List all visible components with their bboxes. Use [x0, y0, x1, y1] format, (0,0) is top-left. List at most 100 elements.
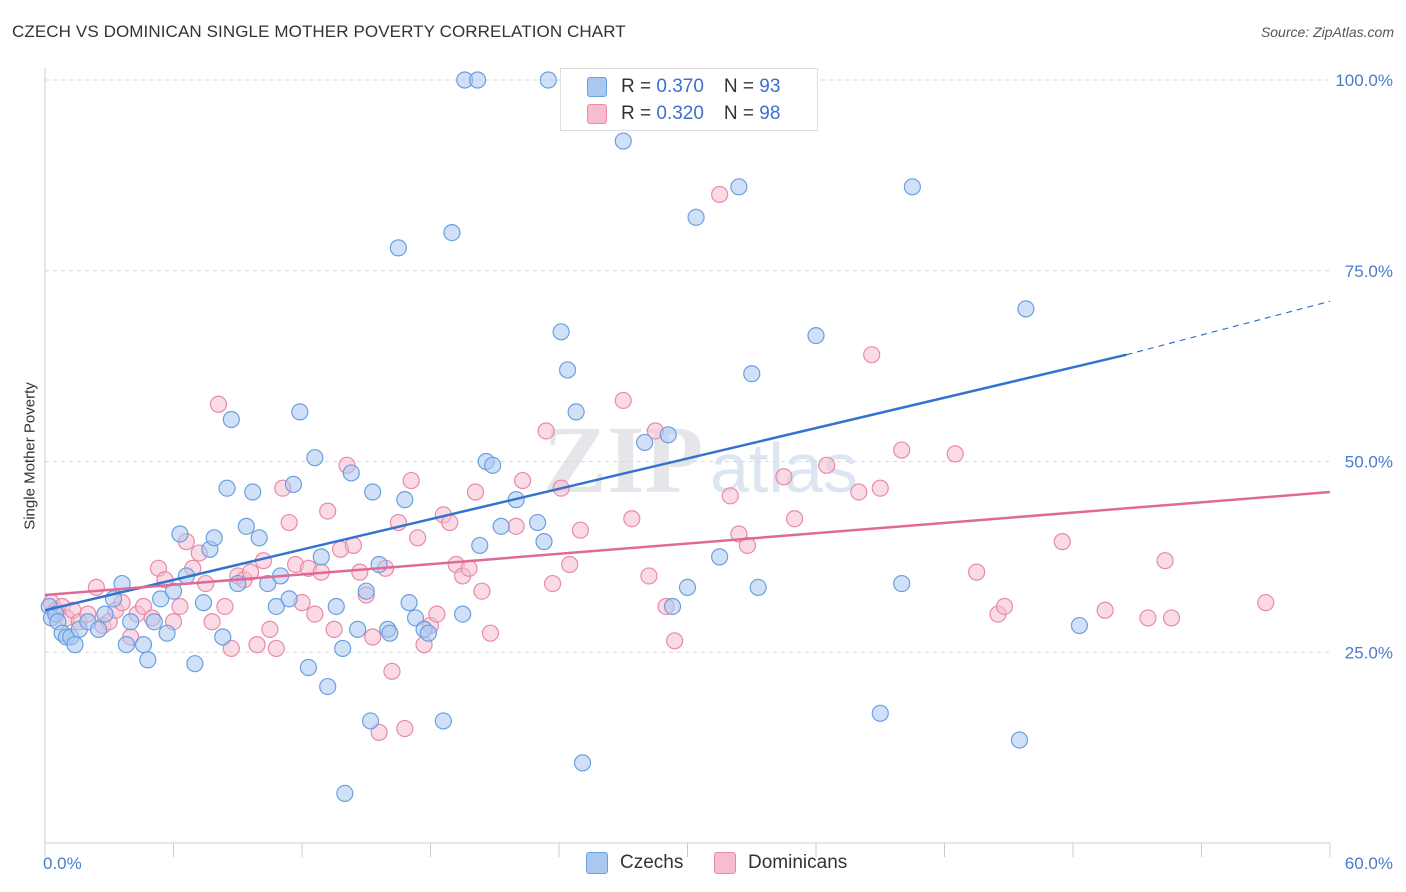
axes [44, 68, 1331, 857]
y-tick-label-100: 100.0% [1335, 71, 1393, 90]
czechs-point-96 [454, 605, 472, 623]
czechs-point-16 [134, 636, 153, 654]
czechs-point-82 [678, 578, 697, 596]
dominicans-swatch [587, 104, 607, 124]
czechs-point-71 [535, 533, 553, 551]
czechs-point-55 [389, 239, 407, 257]
dominicans-legend-label: Dominicans [748, 852, 848, 873]
czechs-point-84 [711, 548, 729, 566]
dominicans-n-label: N = [723, 103, 760, 124]
czechs-point-76 [573, 754, 592, 772]
dominicans-point-14 [134, 597, 153, 616]
czechs-points [40, 71, 1089, 803]
dominicans-point-52 [383, 662, 401, 680]
czechs-point-43 [312, 548, 330, 566]
czechs-point-48 [349, 620, 367, 638]
legend-item-dominicans[interactable]: Dominicans [714, 852, 847, 874]
czechs-point-94 [1070, 616, 1089, 635]
dominicans-point-69 [513, 471, 532, 490]
dominicans-trend-line [44, 490, 1331, 597]
dominicans-legend-swatch [714, 852, 736, 874]
dominicans-point-59 [428, 605, 446, 623]
source-credit: Source: ZipAtlas.com [1260, 24, 1394, 40]
czechs-n-label: N = [723, 76, 760, 97]
dominicans-point-74 [571, 521, 590, 539]
czechs-point-67 [484, 456, 502, 474]
dominicans-point-40 [306, 605, 324, 623]
dominicans-point-100 [1156, 552, 1174, 570]
czechs-r-label: R = [621, 76, 657, 97]
czechs-point-80 [659, 426, 677, 444]
czechs-point-88 [807, 327, 825, 345]
czechs-point-64 [469, 71, 487, 89]
czechs-point-32 [237, 517, 255, 535]
czechs-point-85 [730, 178, 748, 196]
czechs-point-14 [117, 636, 135, 654]
czechs-point-19 [152, 590, 170, 608]
czechs-point-81 [663, 597, 682, 616]
dominicans-point-26 [216, 597, 234, 616]
legend-item-czechs[interactable]: Czechs [586, 852, 683, 874]
czechs-point-56 [396, 491, 414, 509]
czechs-point-95 [336, 784, 354, 803]
dominicans-point-50 [370, 723, 388, 741]
czechs-point-46 [334, 639, 352, 658]
czechs-point-35 [259, 574, 277, 593]
dominicans-point-49 [364, 628, 382, 646]
dominicans-point-36 [280, 513, 298, 532]
dominicans-point-65 [466, 483, 485, 501]
czechs-point-52 [370, 555, 388, 574]
czechs-point-47 [342, 464, 360, 482]
legend-row-dominicans: R = 0.320 N = 98 [587, 102, 780, 126]
czechs-point-73 [552, 323, 570, 341]
dominicans-point-24 [203, 613, 221, 631]
czechs-point-89 [871, 704, 889, 722]
czechs-point-28 [214, 628, 232, 646]
czechs-point-51 [364, 483, 382, 501]
dominicans-point-25 [209, 395, 228, 413]
gridlines [45, 79, 1330, 653]
dominicans-point-54 [396, 719, 414, 738]
dominicans-point-55 [402, 471, 420, 490]
dominicans-point-43 [325, 620, 343, 638]
czechs-point-92 [1010, 731, 1029, 749]
czechs-point-15 [122, 613, 140, 631]
czechs-point-58 [406, 609, 425, 627]
dominicans-point-70 [537, 422, 555, 440]
czechs-trend-line [44, 353, 1127, 612]
czechs-point-61 [434, 712, 452, 730]
dominicans-point-7 [87, 578, 106, 596]
czechs-point-29 [218, 479, 236, 497]
dominicans-r-value: 0.320 [656, 103, 704, 124]
czechs-point-25 [194, 594, 213, 612]
dominicans-point-91 [893, 441, 911, 459]
czechs-point-65 [471, 536, 489, 555]
czechs-point-50 [361, 712, 380, 730]
watermark-zip: ZIP [543, 406, 703, 513]
dominicans-point-101 [1257, 594, 1275, 612]
dominicans-point-33 [261, 620, 279, 638]
czechs-point-34 [250, 529, 268, 547]
czechs-point-27 [205, 529, 223, 547]
czechs-point-41 [299, 658, 318, 677]
watermark: ZIP atlas [543, 406, 858, 513]
dominicans-point-76 [623, 510, 641, 528]
dominicans-point-42 [319, 502, 337, 520]
czechs-point-21 [164, 582, 183, 600]
chart-title: CZECH VS DOMINICAN SINGLE MOTHER POVERTY… [12, 22, 626, 41]
czechs-point-91 [903, 178, 921, 196]
dominicans-point-31 [248, 636, 266, 654]
czechs-point-11 [96, 605, 114, 623]
dominicans-point-81 [711, 185, 729, 204]
czechs-point-17 [139, 651, 157, 669]
dominicans-point-66 [473, 582, 491, 600]
dominicans-point-93 [968, 563, 986, 581]
czechs-point-44 [319, 677, 337, 696]
czechs-point-74 [558, 361, 577, 379]
czechs-point-75 [567, 403, 585, 421]
dominicans-point-34 [267, 639, 285, 658]
czechs-point-20 [158, 624, 176, 642]
dominicans-point-27 [222, 639, 240, 658]
czechs-point-87 [749, 578, 767, 596]
correlation-legend: R = 0.370 N = 93 R = 0.320 N = 98 [560, 68, 818, 131]
